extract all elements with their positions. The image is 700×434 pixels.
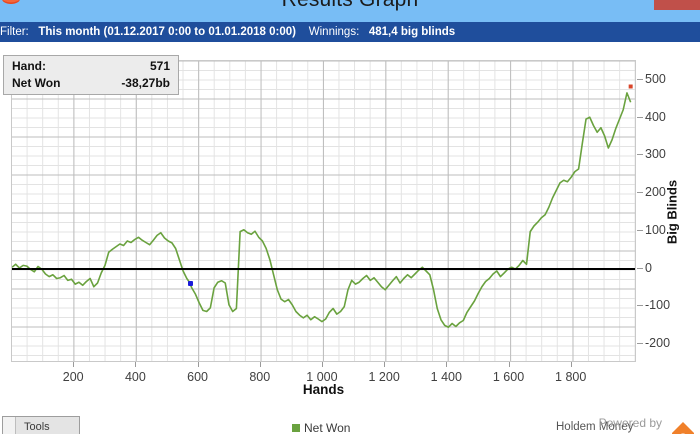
y-tick-mark bbox=[637, 267, 643, 269]
y-tick-label: -200 bbox=[645, 336, 671, 351]
x-tick-mark bbox=[570, 362, 572, 367]
x-tick-label: 1 800 bbox=[555, 370, 587, 384]
x-tick-label: 400 bbox=[124, 370, 146, 384]
x-tick-mark bbox=[73, 362, 75, 367]
powered-by-label: Powered by bbox=[598, 416, 662, 430]
tooltip-netwon-value: -38,27bb bbox=[121, 76, 170, 90]
highlighted-data-point[interactable] bbox=[187, 281, 193, 287]
y-tick-mark bbox=[637, 154, 643, 156]
plot-area[interactable] bbox=[11, 60, 636, 362]
x-tick-mark bbox=[446, 362, 448, 367]
y-axis-title: Big Blinds bbox=[664, 179, 680, 245]
x-tick-label: 1 400 bbox=[430, 370, 462, 384]
y-tick-mark bbox=[637, 78, 643, 80]
orange-logo-icon[interactable]: 2 bbox=[668, 419, 698, 434]
legend-label-net-won: Net Won bbox=[304, 420, 351, 434]
x-tick-label: 1 600 bbox=[492, 370, 525, 384]
x-axis: 200 400 600 800 1 000 1 200 1 400 1 600 1 800 bbox=[11, 362, 636, 386]
legend-swatch-net-won bbox=[292, 423, 300, 432]
x-tick-label: 800 bbox=[249, 370, 271, 384]
y-axis: -200 -100 0 100 200 300 400 500 bbox=[637, 60, 677, 362]
svg-text:2: 2 bbox=[679, 430, 687, 434]
net-won-line-series bbox=[12, 84, 633, 361]
toolbar-button[interactable]: Tools bbox=[2, 416, 80, 434]
y-tick-mark bbox=[637, 229, 643, 231]
filter-bar: Filter: This month (01.12.2017 0:00 to 0… bbox=[0, 22, 700, 42]
filter-label: Filter: bbox=[0, 26, 29, 38]
x-tick-label: 200 bbox=[62, 370, 84, 384]
y-tick-mark bbox=[637, 116, 643, 118]
y-tick-mark bbox=[637, 343, 643, 345]
tooltip-hand-value: 571 bbox=[149, 59, 170, 73]
x-tick-mark bbox=[259, 362, 261, 367]
winnings-label: Winnings: bbox=[308, 26, 360, 38]
y-tick-mark bbox=[637, 305, 643, 307]
legend[interactable]: Net Won bbox=[292, 420, 350, 434]
x-tick-label: 600 bbox=[187, 370, 208, 384]
y-tick-label: 0 bbox=[645, 260, 652, 275]
window-title: Results Graph bbox=[0, 0, 700, 12]
y-tick-label: 200 bbox=[645, 185, 666, 200]
x-tick-mark bbox=[197, 362, 199, 367]
x-tick-mark bbox=[384, 362, 386, 367]
toolbar-dropdown-icon[interactable] bbox=[3, 417, 16, 434]
hand-tooltip: Hand: 571 Net Won -38,27bb bbox=[3, 55, 179, 95]
tooltip-netwon-label: Net Won bbox=[12, 76, 61, 90]
x-tick-label: 1 000 bbox=[306, 370, 338, 384]
y-tick-label: 500 bbox=[645, 71, 666, 86]
toolbar-button-label: Tools bbox=[24, 421, 50, 433]
x-axis-title: Hands bbox=[302, 382, 345, 397]
x-tick-mark bbox=[508, 362, 510, 367]
y-tick-mark bbox=[637, 192, 643, 194]
window-titlebar: Results Graph bbox=[0, 0, 700, 22]
close-button[interactable] bbox=[654, 0, 700, 10]
y-tick-label: 400 bbox=[645, 109, 666, 124]
chart-area: Hand: 571 Net Won -38,27bb -200 -100 0 100 2… bbox=[0, 42, 700, 412]
stake-label: Holdem Money bbox=[556, 421, 634, 433]
x-tick-mark bbox=[135, 362, 137, 367]
major-gridlines bbox=[12, 61, 635, 361]
zero-reference-line bbox=[12, 267, 635, 270]
winnings-value: 481,4 big blinds bbox=[368, 26, 456, 38]
chart-footer: Tools Net Won Holdem Money Powered by 2 bbox=[0, 412, 700, 434]
y-tick-label: 100 bbox=[645, 222, 666, 237]
tooltip-hand-label: Hand: bbox=[12, 59, 46, 73]
poker-chip-icon bbox=[0, 0, 22, 8]
y-tick-label: -100 bbox=[645, 298, 671, 313]
y-tick-label: 300 bbox=[645, 147, 666, 162]
filter-value[interactable]: This month (01.12.2017 0:00 to 01.01.201… bbox=[38, 26, 296, 38]
x-tick-label: 1 200 bbox=[368, 370, 400, 384]
x-tick-mark bbox=[321, 362, 323, 367]
